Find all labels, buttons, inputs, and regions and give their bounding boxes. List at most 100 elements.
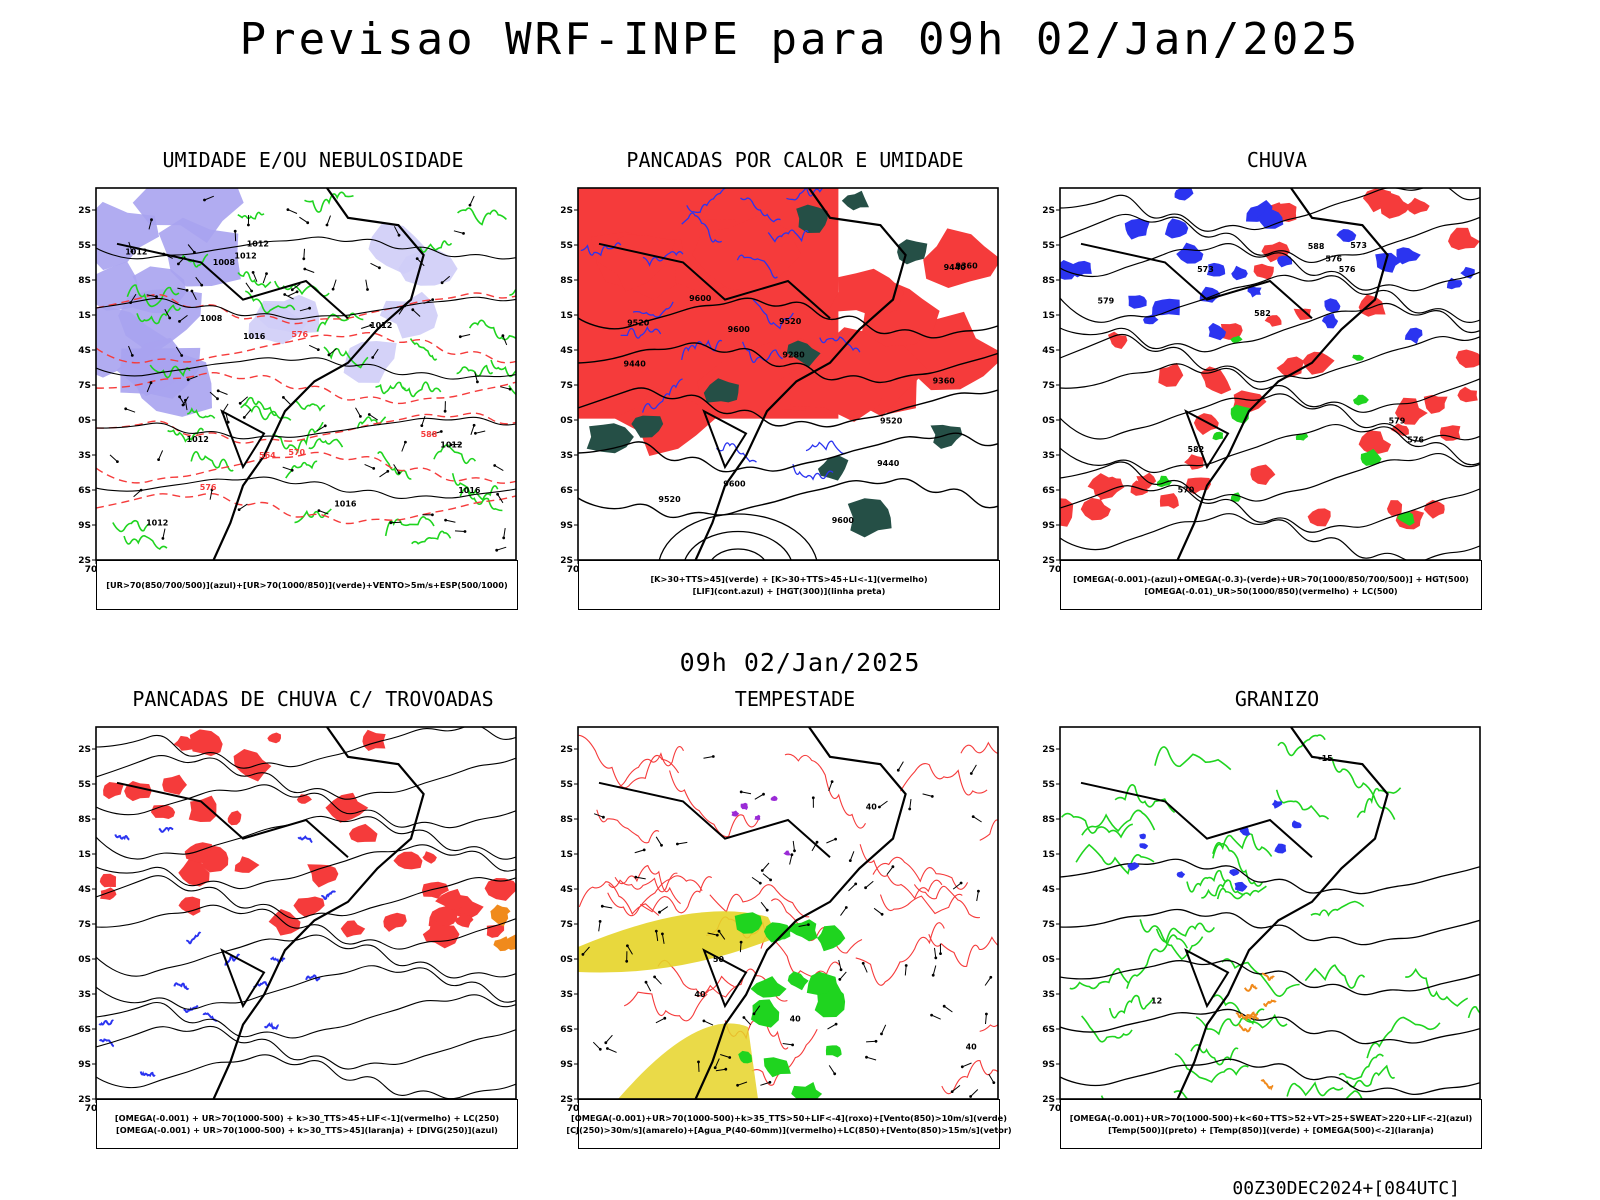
streamline-lc250 — [96, 784, 516, 829]
wind-vector — [133, 489, 142, 498]
temp500-contour — [1060, 960, 1480, 996]
wind-vector-head — [130, 354, 134, 357]
omega500-area-orange — [1260, 1078, 1274, 1091]
plot-content — [96, 727, 516, 1099]
wind850-vector-head — [930, 1013, 933, 1017]
divergence-contour-blue — [297, 835, 313, 844]
panel-title: PANCADAS DE CHUVA C/ TROVOADAS — [132, 687, 494, 711]
y-tick-label: 33S — [1042, 451, 1055, 461]
rain-area-red — [1302, 351, 1335, 375]
y-tick-label: 24S — [1042, 346, 1055, 356]
legend-box: [OMEGA(-0.001) + UR>70(1000-500) + k>30_… — [96, 1099, 518, 1149]
thunderstorm-area-red — [184, 842, 212, 864]
wind-vector-head — [242, 416, 246, 419]
wind850-vector-head — [717, 929, 721, 933]
streamline-hgt500 — [1060, 453, 1480, 502]
rain-area-red — [1439, 425, 1461, 441]
temp850-contour-green — [1174, 1052, 1249, 1083]
wind-vector — [179, 314, 188, 322]
temp850-contour-green — [1081, 809, 1156, 836]
thunderstorm-area-red — [422, 919, 460, 949]
temp850-contour-green — [1286, 1081, 1344, 1097]
state-borders — [1080, 242, 1313, 319]
rain-area-red — [1293, 308, 1312, 320]
wind-vector — [326, 215, 331, 226]
wind-vector-head — [238, 401, 242, 405]
wind-vector-head — [265, 272, 268, 275]
wind850-vector — [754, 793, 764, 800]
precipitable-water-contour — [928, 933, 998, 968]
rain-area-red — [1080, 497, 1111, 521]
contour-label: 576 — [1325, 254, 1342, 263]
wind850-vector-head — [793, 849, 796, 853]
streamline-lc250 — [96, 994, 516, 1039]
y-tick-label: 15S — [78, 780, 91, 790]
page-title: Previsao WRF-INPE para 09h 02/Jan/2025 — [239, 14, 1361, 65]
y-tick-label: 21S — [1042, 850, 1055, 860]
y-tick-label: 27S — [560, 920, 573, 930]
wind-vector-head — [462, 232, 465, 235]
humidity-contour-green — [294, 399, 326, 412]
wind-vector-head — [439, 430, 443, 433]
y-tick-label: 24S — [78, 885, 91, 895]
wind850-vector-head — [931, 973, 935, 977]
wind-vector-head — [476, 380, 479, 384]
thunderstorm-area-orange — [505, 934, 516, 950]
hail-area-blue — [1176, 871, 1186, 878]
wind850-vector-head — [598, 920, 602, 923]
divergence-contour-blue — [158, 826, 174, 833]
hgt300-contour — [578, 478, 998, 518]
wind-vector — [188, 375, 198, 381]
thunderstorm-area-red — [162, 774, 187, 795]
map-plot: 12S15S18S21S24S27S30S33S36S39S42S70W65W6… — [1042, 187, 1481, 573]
streamline-hgt500 — [1060, 484, 1480, 533]
hgt300-low-contour — [710, 548, 766, 560]
temp850-contour-green — [1069, 967, 1130, 990]
streamline-lc250 — [96, 904, 516, 950]
wind-vector — [460, 334, 471, 338]
wind-vector — [109, 454, 118, 462]
contour-label: 9520 — [779, 317, 802, 326]
lifted-index-contour — [767, 229, 809, 243]
wind850-vector-head — [660, 843, 663, 847]
precipitable-water-contour — [960, 741, 998, 755]
wind850-vector-head — [939, 952, 942, 955]
contour-label: 1012 — [146, 519, 168, 528]
precipitable-water-contour — [578, 734, 680, 789]
rain-area-blue — [1208, 322, 1226, 341]
panel-title: CHUVA — [1246, 148, 1308, 172]
y-tick-label: 42S — [1042, 556, 1055, 566]
humidity-area-light — [254, 294, 320, 334]
contour-label: 570 — [288, 448, 305, 457]
humidity-contour-green — [126, 284, 180, 308]
wind850-vector — [703, 756, 714, 759]
wind-vector — [423, 299, 433, 305]
wind850-vector — [970, 764, 977, 774]
wind-vector — [328, 348, 337, 356]
legend-line: [Temp(500)](preto) + [Temp(850)](verde) … — [1108, 1125, 1434, 1135]
y-tick-label: 42S — [560, 1095, 573, 1105]
pressure-isobar — [96, 296, 516, 320]
wind-vector-head — [493, 464, 497, 467]
wind-vector — [372, 348, 379, 358]
temp850-contour-green — [1345, 1090, 1365, 1099]
humidity-contour-green — [308, 438, 344, 450]
thunderstorm-area-red — [293, 896, 325, 918]
contour-label: 9520 — [658, 495, 681, 504]
wind-vector — [503, 528, 506, 538]
wind850-vector-head — [758, 881, 762, 885]
wind850-vector-head — [762, 792, 765, 796]
humidity-contour-green — [136, 304, 182, 325]
y-tick-label: 39S — [560, 521, 573, 531]
wind-vector-head — [226, 420, 230, 424]
humidity-contour-green — [456, 364, 494, 377]
state-borders — [598, 242, 831, 319]
wind850-vector-head — [992, 1081, 996, 1084]
thickness-contour-red — [96, 451, 516, 484]
contour-label: 564 — [259, 451, 276, 460]
wind850-vector — [952, 882, 962, 890]
panel-tempestade: TEMPESTADE 12S 15S 18S 21S 24S 27S 30S 33S 36S 39S… — [560, 687, 1030, 1162]
wind850-vector — [839, 971, 847, 980]
wind-vector — [184, 400, 188, 411]
humidity-area-lilac — [116, 337, 185, 397]
